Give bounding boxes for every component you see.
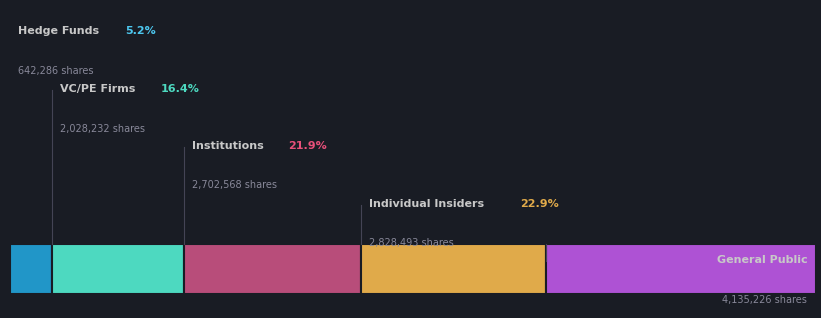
Text: VC/PE Firms: VC/PE Firms xyxy=(60,84,135,94)
Text: 22.9%: 22.9% xyxy=(520,199,558,209)
Text: 2,702,568 shares: 2,702,568 shares xyxy=(192,180,277,190)
Bar xyxy=(52,245,184,294)
Text: 642,286 shares: 642,286 shares xyxy=(18,66,94,76)
Bar xyxy=(184,245,361,294)
Text: Individual Insiders: Individual Insiders xyxy=(369,199,484,209)
Bar xyxy=(546,245,816,294)
Text: 16.4%: 16.4% xyxy=(160,84,200,94)
Text: 2,828,493 shares: 2,828,493 shares xyxy=(369,238,454,248)
Bar xyxy=(10,245,52,294)
Text: 2,028,232 shares: 2,028,232 shares xyxy=(60,124,144,134)
Text: 4,135,226 shares: 4,135,226 shares xyxy=(722,295,807,305)
Bar xyxy=(361,245,546,294)
Text: 5.2%: 5.2% xyxy=(126,26,157,36)
Text: Hedge Funds: Hedge Funds xyxy=(18,26,99,36)
Text: 33.5%: 33.5% xyxy=(649,255,687,265)
Text: Institutions: Institutions xyxy=(192,141,264,151)
Text: 21.9%: 21.9% xyxy=(288,141,327,151)
Text: General Public: General Public xyxy=(717,255,807,265)
